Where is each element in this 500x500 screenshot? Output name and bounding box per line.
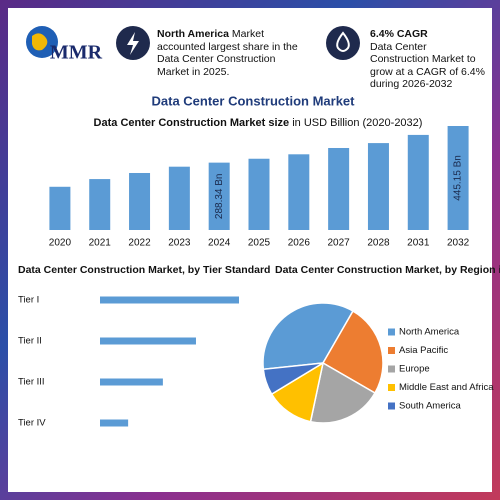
- legend-swatch: [388, 402, 395, 410]
- bar: [288, 154, 310, 230]
- value-label: 288.34 Bn: [214, 174, 225, 220]
- pie-slice: [262, 302, 355, 371]
- legend-swatch: [388, 384, 395, 391]
- legend-label: Middle East and Africa: [399, 382, 494, 393]
- info-card: North America Market accounted largest s…: [157, 28, 307, 78]
- chart-subtitle: in USD Billion (2020-2032): [292, 117, 422, 129]
- bar: [89, 179, 111, 230]
- pie-slice: [262, 362, 324, 396]
- x-tick-label: 2032: [447, 238, 470, 249]
- legend-swatch: [388, 365, 395, 373]
- bar: [208, 162, 230, 230]
- legend-label: Europe: [399, 364, 430, 375]
- bar: [100, 378, 163, 386]
- x-tick-label: 2028: [367, 238, 390, 249]
- x-tick-label: 2021: [89, 238, 112, 249]
- pie-slice: [309, 361, 376, 424]
- chart-title: Data Center Construction Market, by Tier…: [18, 264, 270, 276]
- bar: [100, 337, 196, 345]
- logo-land: [32, 33, 48, 51]
- card-title: 6.4% CAGR: [370, 28, 428, 40]
- bar: [367, 143, 389, 230]
- x-tick-label: 2027: [328, 238, 351, 249]
- x-tick-label: 2020: [49, 238, 72, 249]
- card-text: Data Center Construction Market to grow …: [370, 40, 485, 91]
- bar: [129, 172, 151, 230]
- info-card: 6.4% CAGR Data Center Construction Market…: [370, 28, 488, 91]
- x-tick-label: 2031: [407, 238, 430, 249]
- card-highlight: North America: [157, 28, 229, 40]
- legend-label: North America: [399, 327, 460, 338]
- x-tick-label: 2023: [168, 238, 191, 249]
- bar: [100, 419, 129, 427]
- legend-swatch: [388, 347, 395, 354]
- chart-title: Data Center Construction Market size in …: [94, 117, 423, 129]
- legend-label: South America: [399, 401, 461, 412]
- legend-label: Asia Pacific: [399, 345, 448, 356]
- bar: [328, 147, 350, 230]
- bolt-icon: [127, 32, 139, 55]
- main-title: Data Center Construction Market: [152, 93, 356, 108]
- bar: [49, 186, 71, 230]
- panel: [8, 8, 492, 492]
- chart-title: Data Center Construction Market, by Regi…: [275, 264, 500, 276]
- x-tick-label: 2024: [208, 238, 231, 249]
- value-label: 445.15 Bn: [453, 155, 464, 201]
- card-icon: [326, 26, 360, 60]
- bar: [168, 166, 190, 230]
- bar: [248, 158, 270, 230]
- card-text: Market accounted largest share in the Da…: [157, 28, 298, 78]
- bar: [100, 296, 239, 304]
- y-tick-label: Tier III: [18, 377, 45, 388]
- chart-title-bold: Data Center Construction Market size: [94, 117, 290, 129]
- drop-icon: [336, 31, 350, 52]
- y-tick-label: Tier II: [18, 336, 42, 347]
- bar: [407, 134, 429, 230]
- bar: [447, 126, 469, 230]
- x-tick-label: 2022: [128, 238, 151, 249]
- legend-swatch: [388, 328, 395, 336]
- y-tick-label: Tier IV: [18, 418, 46, 429]
- y-tick-label: Tier I: [18, 295, 39, 306]
- logo-text: MMR: [50, 42, 103, 64]
- pie-slice: [321, 310, 384, 395]
- x-tick-label: 2026: [288, 238, 311, 249]
- x-tick-label: 2025: [248, 238, 271, 249]
